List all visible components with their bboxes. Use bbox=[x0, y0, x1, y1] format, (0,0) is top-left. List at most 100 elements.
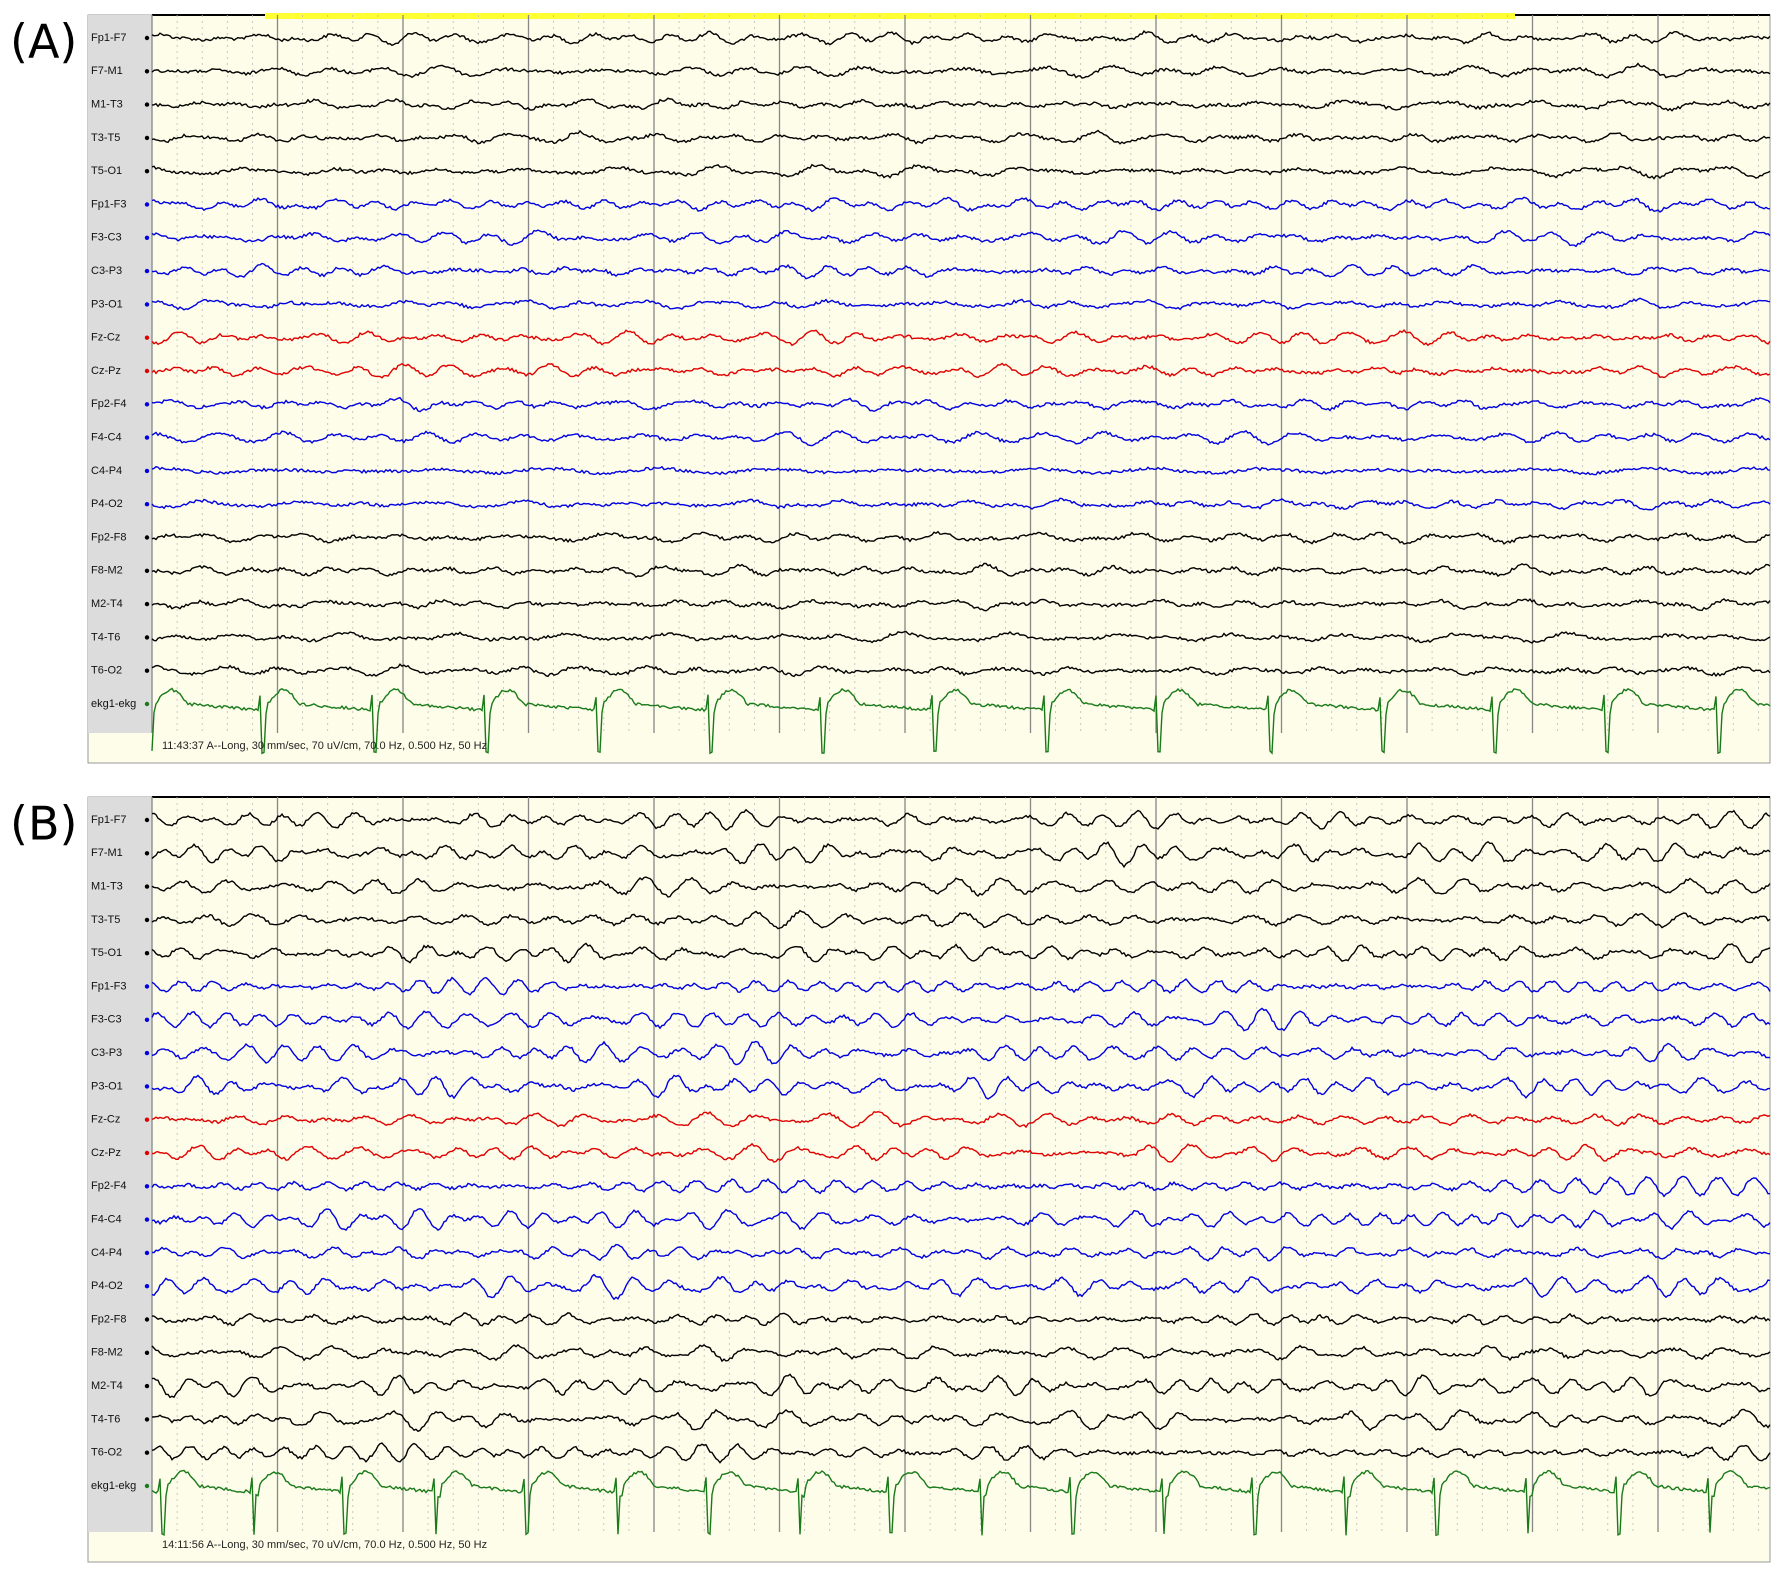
eeg-trace bbox=[151, 1273, 1771, 1301]
channel-label: Fp1-F7 bbox=[91, 32, 126, 44]
channel-dot bbox=[144, 202, 150, 207]
channel-dot bbox=[144, 35, 150, 41]
channel-label: C4-P4 bbox=[91, 465, 122, 477]
eeg-trace bbox=[151, 229, 1771, 248]
channel-label: F4-C4 bbox=[91, 1214, 122, 1226]
eeg-trace bbox=[151, 1175, 1770, 1198]
channel-label: T6-O2 bbox=[91, 1447, 122, 1459]
channel-dot bbox=[144, 368, 150, 374]
channel-dot bbox=[144, 1383, 150, 1389]
channel-label: M2-T4 bbox=[91, 598, 123, 610]
channel-dot bbox=[144, 1284, 150, 1289]
eeg-trace bbox=[151, 808, 1771, 831]
channel-dot bbox=[144, 69, 150, 74]
eeg-trace bbox=[151, 1243, 1771, 1262]
channel-label: Fp1-F7 bbox=[91, 814, 126, 826]
channel-label: Fp2-F8 bbox=[91, 1313, 126, 1325]
channel-dot bbox=[144, 268, 150, 274]
channel-dot bbox=[144, 169, 150, 174]
channel-label: T4-T6 bbox=[91, 631, 120, 643]
channel-label: Fp2-F4 bbox=[91, 1180, 126, 1192]
eeg-trace bbox=[151, 1442, 1771, 1464]
eeg-trace bbox=[151, 465, 1771, 476]
channel-dot bbox=[144, 1017, 150, 1022]
channel-label-column bbox=[88, 15, 152, 733]
channel-dot bbox=[144, 1050, 150, 1056]
ekg-trace bbox=[151, 1469, 1771, 1537]
channel-dot bbox=[144, 135, 150, 141]
eeg-trace bbox=[151, 1142, 1771, 1163]
channel-label: T5-O1 bbox=[91, 165, 122, 177]
channel-dot bbox=[144, 535, 150, 540]
channel-dot bbox=[144, 1117, 150, 1122]
channel-dot bbox=[144, 1417, 150, 1422]
channel-dot bbox=[144, 1150, 150, 1156]
channel-label: M1-T3 bbox=[91, 99, 123, 111]
channel-dot bbox=[144, 851, 150, 856]
channel-dot bbox=[144, 1184, 150, 1189]
channel-label: Cz-Pz bbox=[91, 1147, 121, 1159]
eeg-trace bbox=[151, 630, 1771, 644]
eeg-trace bbox=[151, 876, 1771, 898]
channel-label: Fp2-F4 bbox=[91, 398, 126, 410]
channel-label: T5-O1 bbox=[91, 947, 122, 959]
eeg-trace bbox=[151, 163, 1771, 180]
channel-dot bbox=[144, 884, 150, 889]
channel-label: T3-T5 bbox=[91, 914, 120, 926]
channel-label: Fp1-F3 bbox=[91, 980, 126, 992]
channel-dot bbox=[144, 1450, 150, 1455]
channel-dot bbox=[144, 1084, 150, 1089]
eeg-panel: (A) Fp1-F7 F7-M1 M1-T3 T3-T5 T5-O1 Fp1-F3 F3-C3… bbox=[10, 13, 1771, 764]
eeg-trace bbox=[151, 530, 1771, 545]
channel-dot bbox=[144, 102, 150, 107]
channel-label: F8-M2 bbox=[91, 1347, 123, 1359]
eeg-trace bbox=[151, 362, 1771, 379]
eeg-trace bbox=[151, 840, 1771, 869]
channel-dot bbox=[144, 568, 150, 573]
channel-label: F3-C3 bbox=[91, 1014, 122, 1026]
eeg-trace bbox=[151, 562, 1771, 578]
channel-label: C3-P3 bbox=[91, 1047, 122, 1059]
channel-label: ekg1-ekg bbox=[91, 698, 136, 710]
channel-label: C4-P4 bbox=[91, 1247, 122, 1259]
channel-label: P3-O1 bbox=[91, 298, 123, 310]
eeg-trace bbox=[151, 1207, 1771, 1232]
panel-frame bbox=[87, 796, 1771, 1563]
channel-label: F4-C4 bbox=[91, 432, 122, 444]
channel-label: T4-T6 bbox=[91, 1413, 120, 1425]
eeg-trace bbox=[151, 1040, 1771, 1066]
channel-label: P3-O1 bbox=[91, 1080, 123, 1092]
channel-label: F3-C3 bbox=[91, 232, 122, 244]
channel-label: Fz-Cz bbox=[91, 1114, 120, 1126]
eeg-trace bbox=[151, 329, 1771, 347]
channel-label: P4-O2 bbox=[91, 498, 123, 510]
channel-label: F7-M1 bbox=[91, 847, 123, 859]
channel-dot bbox=[144, 435, 150, 440]
panel-label: (B) bbox=[10, 797, 77, 851]
channel-dot bbox=[144, 951, 150, 956]
channel-dot bbox=[144, 335, 150, 340]
eeg-trace bbox=[151, 1007, 1771, 1032]
eeg-panel: (B) Fp1-F7 F7-M1 M1-T3 T3-T5 T5-O1 Fp1-F3 F3-C3… bbox=[10, 796, 1771, 1563]
eeg-trace bbox=[151, 909, 1771, 930]
channel-label-column bbox=[88, 797, 152, 1532]
channel-dot bbox=[144, 984, 150, 989]
selection-bar bbox=[265, 13, 1515, 19]
channel-dot bbox=[144, 1217, 150, 1222]
eeg-trace bbox=[152, 1373, 1771, 1399]
eeg-trace bbox=[151, 97, 1771, 112]
channel-label: T6-O2 bbox=[91, 665, 122, 677]
channel-label: Fz-Cz bbox=[91, 332, 120, 344]
eeg-trace bbox=[151, 1110, 1771, 1129]
eeg-trace bbox=[151, 262, 1771, 280]
channel-label: ekg1-ekg bbox=[91, 1480, 136, 1492]
channel-dot bbox=[144, 1350, 150, 1356]
eeg-trace bbox=[151, 129, 1771, 145]
eeg-trace bbox=[151, 663, 1771, 678]
status-line: 14:11:56 A--Long, 30 mm/sec, 70 uV/cm, 7… bbox=[162, 1539, 487, 1551]
channel-dot bbox=[144, 1483, 150, 1489]
eeg-trace bbox=[151, 30, 1771, 47]
channel-label: M1-T3 bbox=[91, 881, 123, 893]
eeg-trace bbox=[151, 597, 1771, 612]
